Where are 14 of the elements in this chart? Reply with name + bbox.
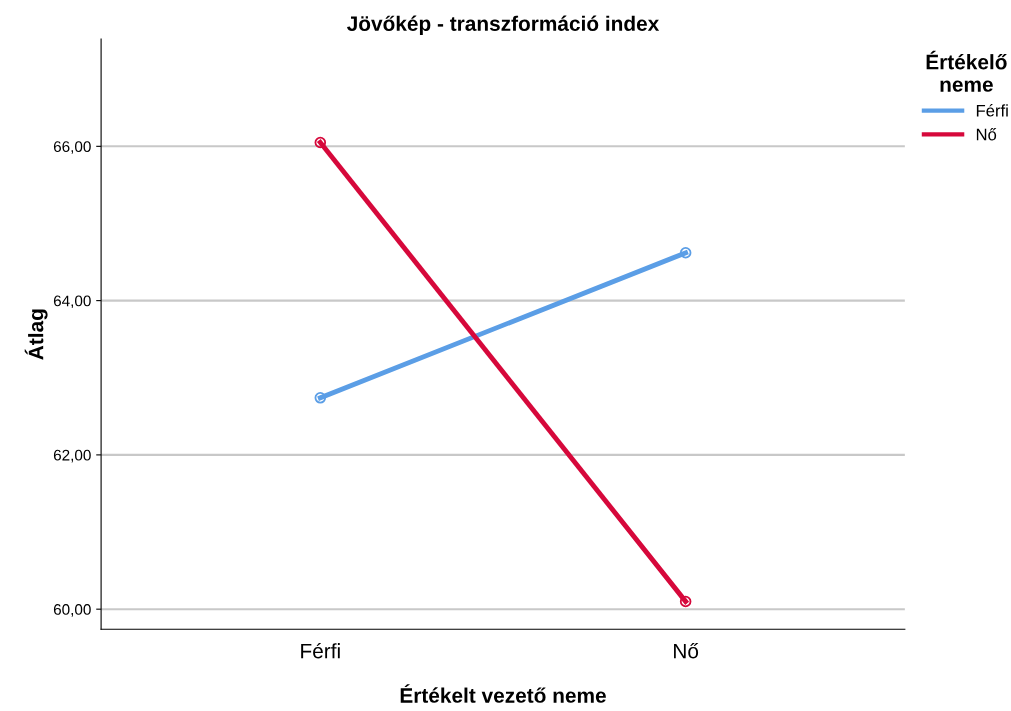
y-axis-title: Átlag xyxy=(24,309,48,360)
legend-label: Férfi xyxy=(976,104,1008,117)
x-axis-title: Értékelt vezető neme xyxy=(400,684,606,703)
legend-title: Értékelő neme xyxy=(926,50,1007,92)
y-tick-label: 66,00 xyxy=(53,141,91,154)
point xyxy=(679,595,692,608)
point xyxy=(314,136,327,149)
legend-label: Nő xyxy=(976,127,997,141)
y-tick-label: 62,00 xyxy=(53,449,91,463)
y-tick-label: 64,00 xyxy=(53,295,91,309)
point xyxy=(314,392,327,404)
point xyxy=(679,247,692,259)
chart-title: Jövőkép - transzformáció index xyxy=(347,15,660,36)
y-tick-label: 60,00 xyxy=(53,604,91,617)
